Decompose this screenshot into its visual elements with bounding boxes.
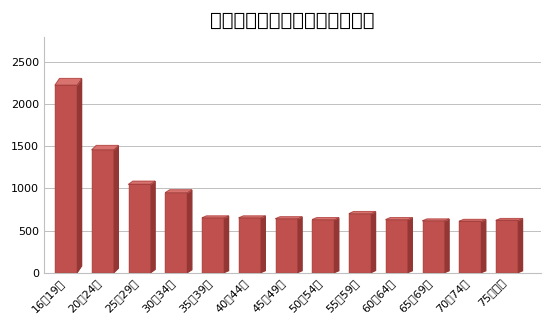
Polygon shape: [298, 217, 302, 273]
Polygon shape: [335, 218, 339, 273]
Polygon shape: [114, 146, 118, 273]
Polygon shape: [386, 218, 412, 220]
Polygon shape: [77, 79, 82, 273]
Polygon shape: [202, 216, 229, 218]
Bar: [239, 218, 261, 273]
Polygon shape: [166, 190, 192, 193]
Polygon shape: [239, 216, 266, 218]
Polygon shape: [444, 219, 449, 273]
Polygon shape: [55, 79, 82, 85]
Polygon shape: [151, 181, 155, 273]
Title: 運転者の年齢別損害物数（件）: 運転者の年齢別損害物数（件）: [210, 11, 375, 30]
Polygon shape: [92, 146, 118, 150]
Bar: [349, 214, 371, 273]
Polygon shape: [408, 218, 412, 273]
Bar: [423, 221, 444, 273]
Polygon shape: [261, 216, 266, 273]
Bar: [92, 150, 114, 273]
Polygon shape: [275, 217, 302, 219]
Bar: [459, 221, 481, 273]
Bar: [275, 219, 298, 273]
Bar: [496, 220, 518, 273]
Bar: [129, 184, 151, 273]
Polygon shape: [312, 218, 339, 220]
Bar: [312, 220, 335, 273]
Bar: [55, 85, 77, 273]
Polygon shape: [423, 219, 449, 221]
Bar: [202, 218, 224, 273]
Polygon shape: [518, 219, 523, 273]
Polygon shape: [224, 216, 229, 273]
Polygon shape: [129, 181, 155, 184]
Polygon shape: [459, 219, 486, 221]
Polygon shape: [481, 219, 486, 273]
Bar: [386, 220, 408, 273]
Polygon shape: [349, 212, 375, 214]
Bar: [166, 193, 187, 273]
Polygon shape: [496, 219, 523, 220]
Polygon shape: [371, 212, 375, 273]
Polygon shape: [187, 190, 192, 273]
